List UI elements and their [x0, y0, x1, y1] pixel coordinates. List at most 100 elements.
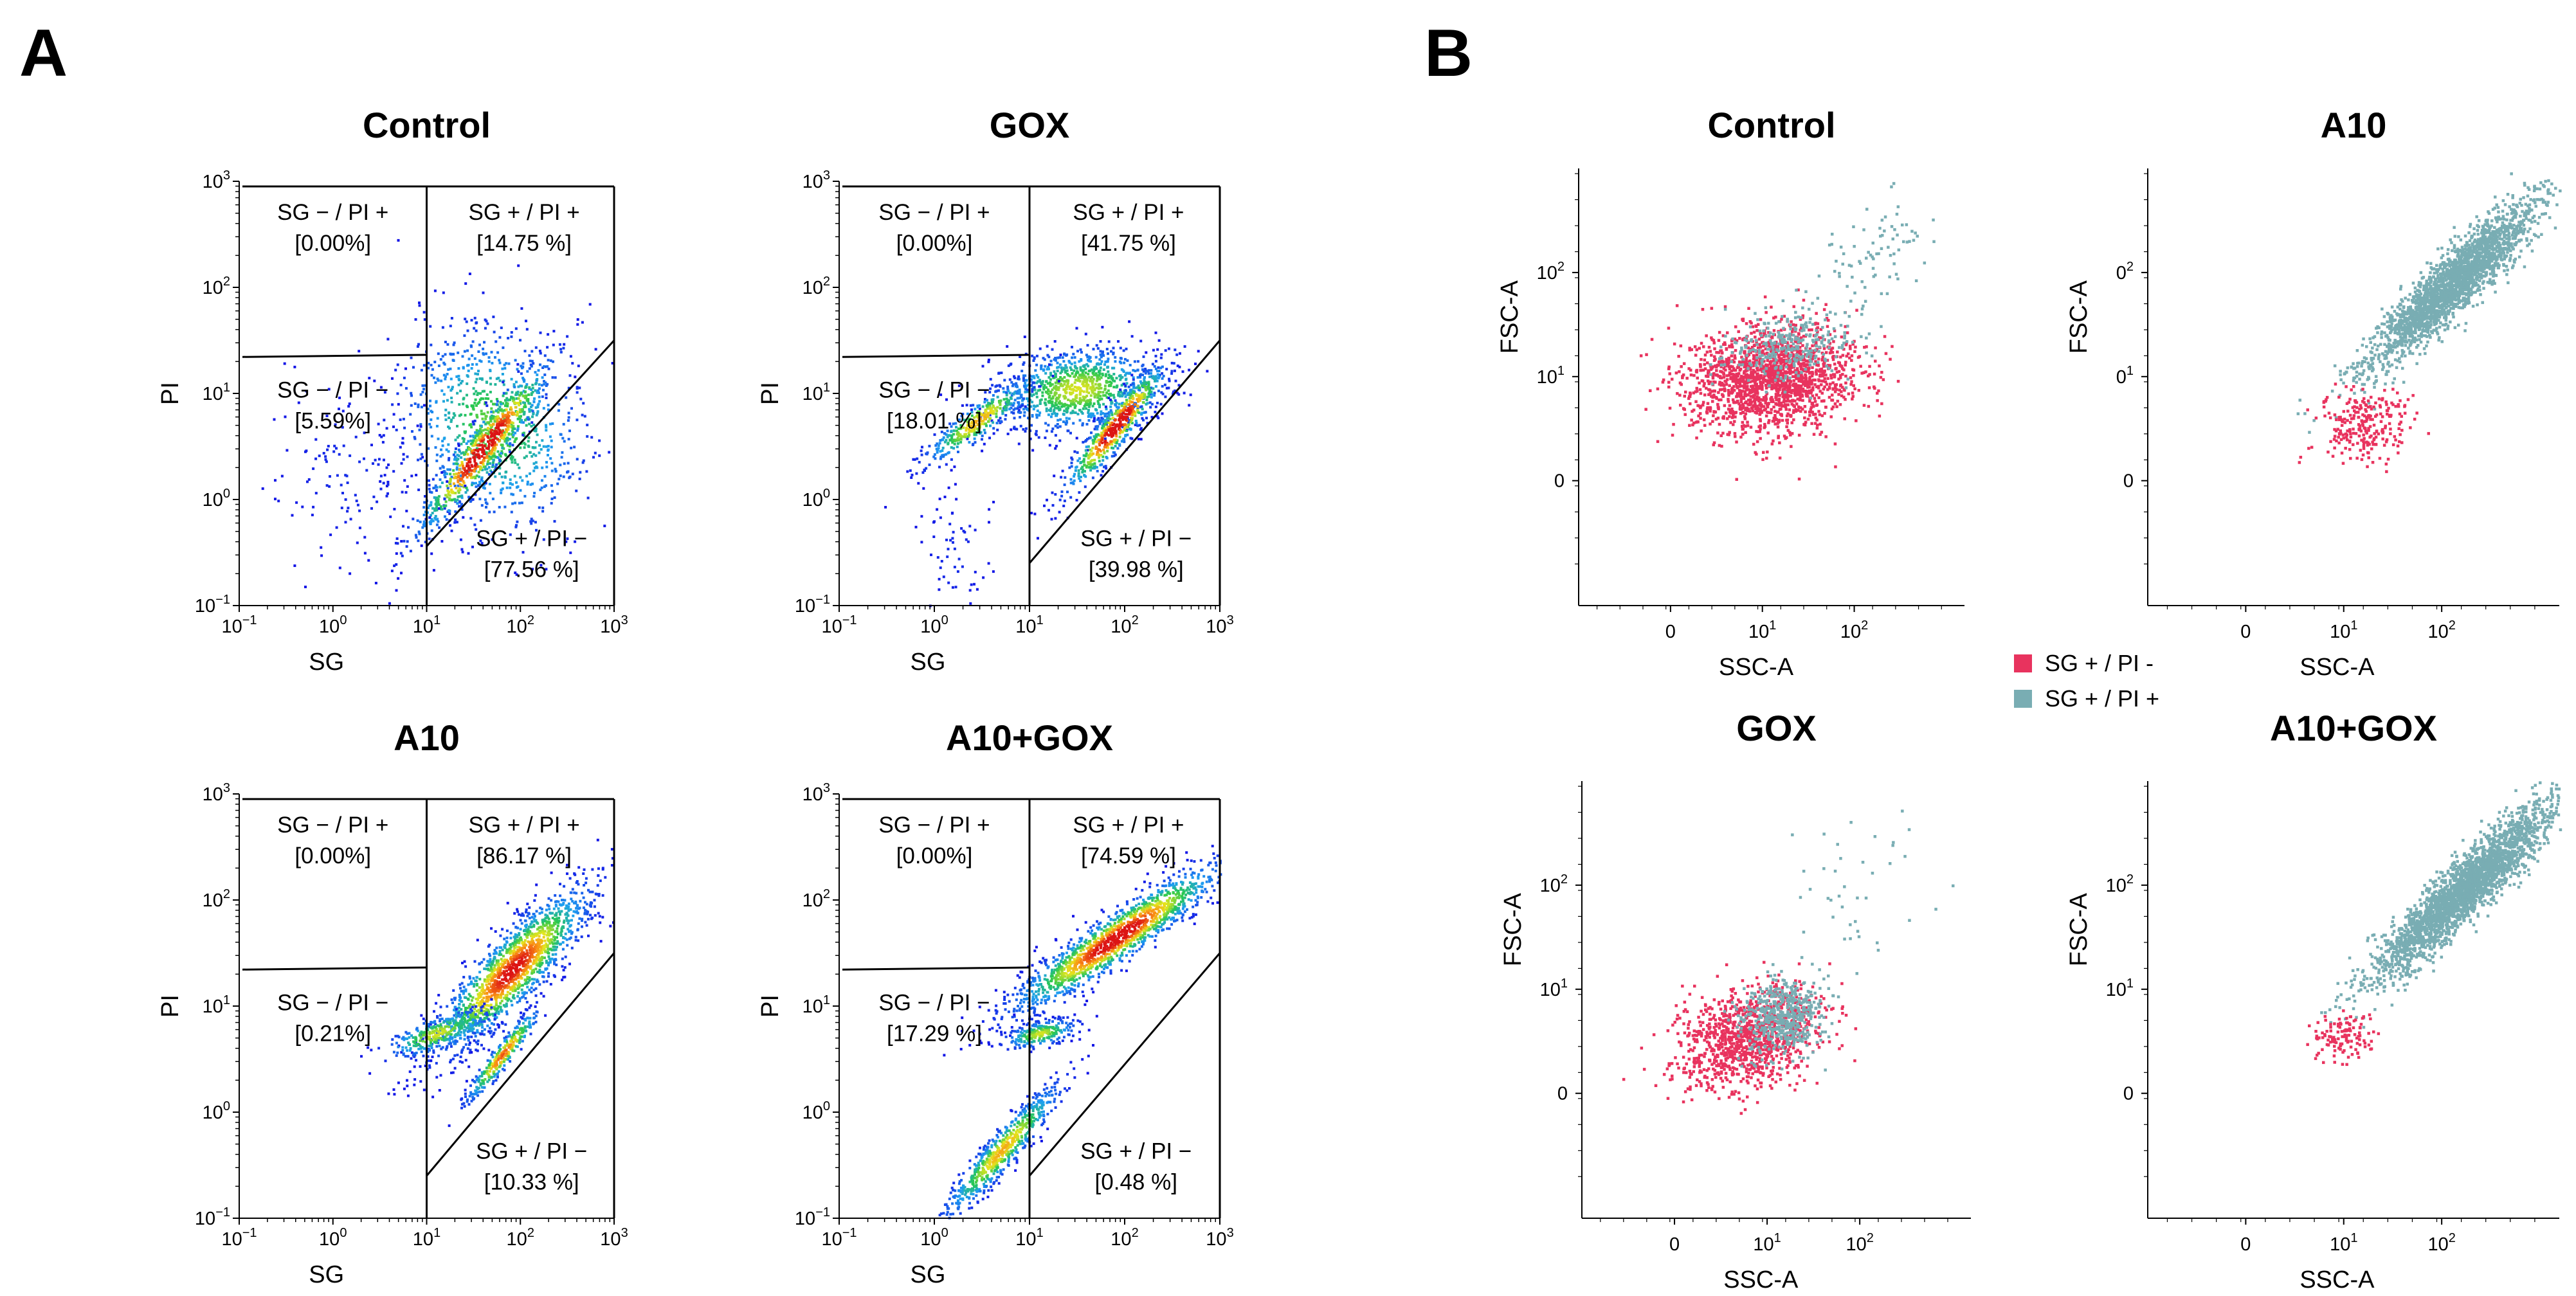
data-point — [386, 483, 390, 486]
data-point — [457, 351, 460, 354]
data-point — [341, 426, 344, 429]
data-point — [997, 389, 1000, 392]
data-point — [479, 995, 482, 998]
data-point — [485, 983, 488, 986]
data-point — [413, 436, 416, 439]
data-point — [551, 376, 554, 379]
data-point — [535, 440, 538, 444]
data-point — [1119, 346, 1122, 350]
data-point — [395, 428, 398, 431]
data-point — [483, 412, 485, 415]
data-point — [516, 393, 519, 396]
data-point — [485, 352, 487, 356]
data-point — [1071, 356, 1074, 359]
data-point — [1084, 371, 1087, 374]
data-point — [511, 966, 514, 969]
data-point — [446, 480, 449, 483]
data-point — [392, 470, 395, 473]
data-point — [489, 417, 492, 420]
data-point — [1167, 347, 1170, 350]
data-point — [920, 541, 923, 544]
data-point — [1050, 430, 1053, 433]
data-point — [476, 465, 479, 468]
data-point — [535, 883, 538, 887]
data-point — [1013, 377, 1017, 379]
data-point — [422, 520, 426, 523]
data-point — [1123, 427, 1126, 430]
data-point — [567, 416, 570, 419]
data-point — [1089, 379, 1092, 382]
data-point — [1100, 474, 1103, 477]
data-point — [1143, 376, 1146, 379]
data-point — [563, 937, 567, 940]
data-point — [477, 471, 480, 474]
data-point — [519, 919, 522, 922]
data-point — [356, 541, 359, 544]
data-point — [1112, 434, 1114, 437]
data-point — [1051, 375, 1055, 377]
data-point — [1037, 389, 1040, 392]
data-point — [1089, 387, 1092, 390]
data-point — [421, 390, 424, 393]
data-point — [391, 377, 394, 380]
data-point — [528, 955, 531, 958]
data-point — [489, 424, 493, 427]
data-point — [573, 446, 576, 449]
data-point — [968, 433, 971, 437]
data-point — [440, 482, 444, 484]
data-point — [444, 504, 448, 507]
data-point — [396, 392, 399, 395]
data-point — [543, 474, 547, 478]
data-point — [950, 434, 954, 437]
data-point — [434, 1023, 437, 1026]
data-point — [1010, 394, 1013, 397]
data-point — [422, 404, 426, 407]
data-point — [938, 588, 941, 591]
data-point — [1102, 420, 1105, 424]
data-point — [970, 414, 974, 417]
data-point — [483, 341, 485, 344]
data-point — [1019, 406, 1022, 409]
data-point — [376, 500, 379, 503]
data-point — [1120, 413, 1123, 416]
data-point — [463, 1038, 466, 1041]
data-point — [566, 335, 569, 338]
data-point — [509, 937, 512, 940]
data-point — [431, 519, 435, 523]
data-point — [1139, 438, 1143, 441]
data-point — [1087, 409, 1090, 411]
data-point — [1075, 499, 1078, 501]
data-point — [1036, 404, 1039, 408]
data-point — [1031, 414, 1034, 417]
data-point — [527, 445, 531, 448]
data-point — [1147, 372, 1150, 375]
data-point — [1087, 445, 1090, 448]
data-point — [505, 486, 509, 489]
data-point — [453, 484, 457, 487]
data-point — [529, 966, 532, 969]
data-point — [531, 943, 534, 946]
data-point — [1089, 414, 1093, 417]
data-point — [975, 588, 979, 591]
data-point — [468, 447, 471, 451]
data-point — [495, 377, 498, 381]
data-point — [579, 899, 582, 903]
data-point — [955, 426, 957, 429]
data-point — [530, 952, 532, 955]
data-point — [514, 937, 517, 941]
data-point — [489, 492, 492, 495]
data-point — [1144, 372, 1147, 375]
data-point — [1069, 404, 1072, 408]
data-point — [942, 455, 945, 458]
data-point — [512, 425, 515, 428]
data-point — [1111, 426, 1114, 429]
data-point — [428, 1064, 431, 1067]
data-point — [1100, 376, 1103, 379]
data-point — [1027, 403, 1030, 406]
data-point — [511, 429, 514, 432]
data-point — [482, 449, 485, 452]
data-point — [1053, 404, 1055, 408]
data-point — [1120, 404, 1123, 408]
data-point — [405, 545, 408, 548]
data-point — [569, 551, 572, 554]
